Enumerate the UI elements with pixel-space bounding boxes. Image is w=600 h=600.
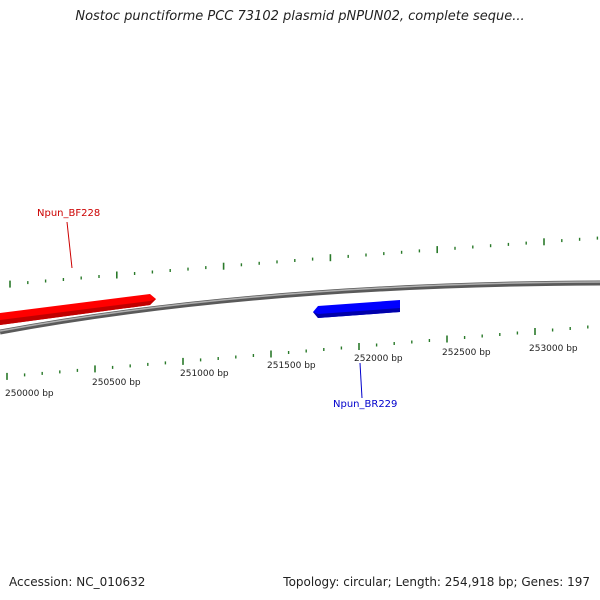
- ruler-label: 253000 bp: [529, 344, 578, 354]
- accession-text: Accession: NC_010632: [9, 575, 146, 589]
- upper-tick-track: [9, 236, 599, 288]
- ruler-label: 250500 bp: [92, 378, 141, 388]
- plasmid-backbone-highlight: [0, 281, 600, 332]
- gene-forward-leader: [66, 221, 73, 269]
- ruler-labels: 250000 bp 250500 bp 251000 bp 251500 bp 2520…: [5, 344, 578, 399]
- gene-reverse-arrow-shade: [313, 308, 400, 318]
- lower-tick-track: [6, 325, 589, 380]
- gene-reverse-leader: [359, 362, 363, 399]
- gene-forward-label[interactable]: Npun_BF228: [37, 208, 100, 219]
- ruler-label: 252500 bp: [442, 348, 491, 358]
- ruler-label: 250000 bp: [5, 389, 54, 399]
- topology-summary: Topology: circular; Length: 254,918 bp; …: [283, 575, 590, 589]
- plasmid-backbone: [0, 280, 600, 335]
- gene-forward-arrow-shade: [0, 299, 156, 325]
- ruler-label: 252000 bp: [354, 354, 403, 364]
- ruler-label: 251500 bp: [267, 361, 316, 371]
- ruler-label: 251000 bp: [180, 369, 229, 379]
- map-title: Nostoc punctiforme PCC 73102 plasmid pNP…: [75, 9, 525, 24]
- gene-reverse-label[interactable]: Npun_BR229: [333, 399, 397, 410]
